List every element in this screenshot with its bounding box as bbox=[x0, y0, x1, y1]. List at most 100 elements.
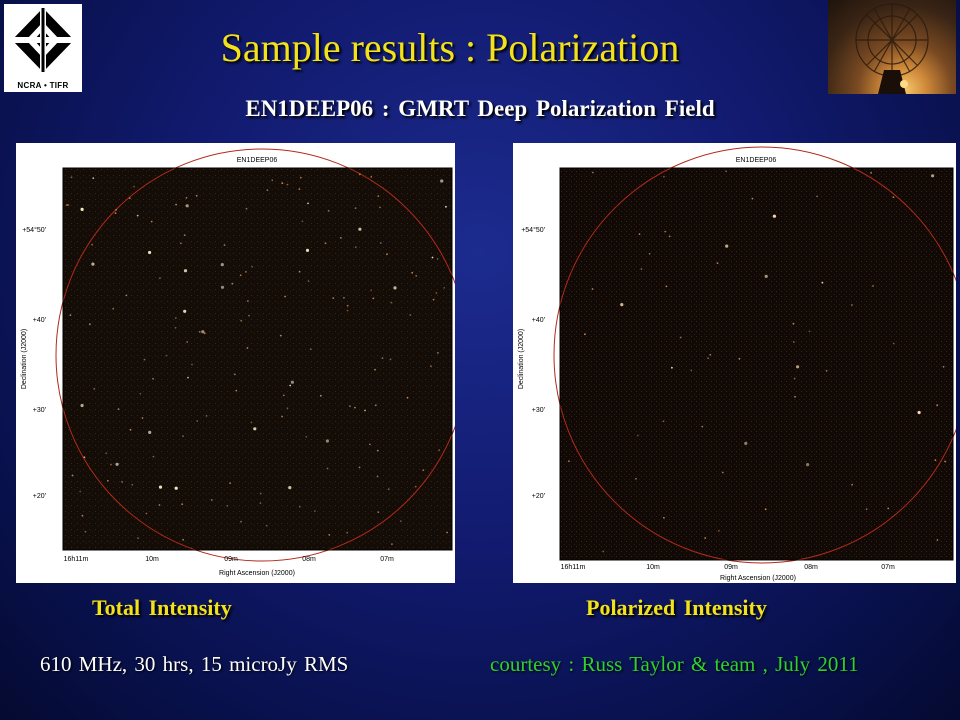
radio-source bbox=[229, 482, 232, 484]
polarized-intensity-image: EN1DEEP06 +54°50' +40' +30' +20' 16h11m … bbox=[518, 146, 956, 582]
map-title: EN1DEEP06 bbox=[736, 157, 777, 164]
radio-source bbox=[121, 481, 123, 483]
radio-source bbox=[806, 463, 810, 467]
map-title: EN1DEEP06 bbox=[237, 157, 278, 164]
field-circle bbox=[553, 146, 956, 564]
map-background bbox=[560, 168, 953, 560]
slide-title: Sample results : Polarization bbox=[220, 25, 680, 70]
radio-source bbox=[198, 330, 201, 333]
radio-source bbox=[105, 452, 108, 455]
radio-source bbox=[158, 485, 163, 489]
radio-source bbox=[764, 274, 768, 278]
radio-source bbox=[409, 314, 412, 316]
radio-source bbox=[114, 212, 117, 214]
radio-source bbox=[620, 303, 624, 307]
radio-source bbox=[648, 252, 651, 255]
radio-source bbox=[174, 486, 178, 490]
radio-source bbox=[71, 474, 74, 477]
radio-source bbox=[354, 246, 357, 248]
radio-source bbox=[326, 467, 329, 470]
radio-source bbox=[245, 271, 247, 273]
radio-source bbox=[201, 330, 205, 334]
radio-source bbox=[374, 368, 376, 371]
x-tick: 16h11m bbox=[561, 564, 586, 571]
polarized-intensity-caption: Polarized Intensity bbox=[586, 595, 767, 620]
y-tick: +20' bbox=[33, 493, 46, 500]
x-tick: 08m bbox=[804, 564, 818, 571]
radio-source bbox=[431, 256, 434, 259]
radio-source bbox=[663, 516, 665, 519]
radio-source bbox=[370, 289, 372, 292]
radio-source bbox=[129, 428, 132, 431]
x-axis-label: Right Ascension (J2000) bbox=[219, 570, 295, 577]
radio-source bbox=[411, 271, 414, 274]
credit-line: courtesy : Russ Taylor & team , July 201… bbox=[490, 652, 859, 676]
radio-source bbox=[279, 334, 282, 337]
radio-source bbox=[671, 366, 673, 369]
radio-source bbox=[332, 297, 335, 299]
radio-source bbox=[327, 209, 330, 212]
radio-source bbox=[183, 309, 187, 313]
radio-source bbox=[422, 469, 425, 471]
radio-source bbox=[942, 365, 945, 368]
radio-sources bbox=[66, 173, 448, 545]
ncra-emblem-icon bbox=[4, 4, 82, 80]
radio-source bbox=[390, 301, 393, 304]
y-tick: +30' bbox=[532, 407, 545, 414]
radio-source bbox=[195, 194, 198, 197]
radio-source bbox=[150, 220, 153, 223]
y-tick: +40' bbox=[532, 317, 545, 324]
radio-source bbox=[143, 358, 146, 361]
radio-source bbox=[239, 274, 242, 277]
radio-source bbox=[282, 394, 285, 397]
radio-source bbox=[289, 384, 292, 387]
radio-source bbox=[185, 204, 189, 208]
radio-source bbox=[591, 171, 594, 174]
radio-source bbox=[245, 207, 248, 210]
logo-caption: NCRA • TIFR bbox=[17, 81, 69, 90]
x-axis-label: Right Ascension (J2000) bbox=[720, 575, 796, 582]
radio-source bbox=[436, 258, 439, 260]
radio-source bbox=[110, 463, 112, 466]
radio-source bbox=[704, 537, 707, 539]
radio-source bbox=[251, 265, 254, 268]
radio-source bbox=[346, 531, 349, 534]
radio-source bbox=[443, 287, 446, 289]
y-tick: +20' bbox=[532, 493, 545, 500]
gmrt-antenna-photo bbox=[828, 0, 956, 94]
radio-source bbox=[290, 380, 294, 384]
radio-source bbox=[231, 282, 234, 285]
radio-source bbox=[141, 417, 144, 419]
ncra-tifr-logo: NCRA • TIFR bbox=[4, 4, 82, 92]
radio-source bbox=[92, 177, 95, 180]
radio-source bbox=[602, 550, 605, 553]
radio-source bbox=[821, 281, 824, 284]
radio-source bbox=[638, 233, 641, 235]
radio-source bbox=[210, 499, 213, 501]
radio-source bbox=[358, 466, 361, 469]
radio-source bbox=[298, 505, 301, 508]
radio-source bbox=[158, 504, 161, 506]
x-tick: 09m bbox=[224, 556, 238, 563]
y-tick: +54°50' bbox=[521, 226, 545, 234]
radio-source bbox=[131, 483, 134, 486]
radio-source bbox=[81, 514, 84, 517]
radio-source bbox=[240, 520, 242, 523]
radio-source bbox=[414, 485, 417, 488]
radio-source bbox=[870, 172, 872, 174]
radio-source bbox=[792, 341, 795, 343]
radio-source bbox=[887, 507, 890, 510]
radio-source bbox=[83, 456, 86, 459]
radio-source bbox=[250, 421, 253, 424]
radio-source bbox=[379, 206, 381, 209]
radio-source bbox=[584, 333, 586, 336]
radio-source bbox=[67, 204, 70, 206]
radio-source bbox=[152, 377, 154, 380]
radio-source bbox=[139, 392, 142, 395]
radio-source bbox=[707, 357, 709, 360]
radio-source bbox=[432, 298, 435, 301]
radio-source bbox=[679, 336, 682, 339]
radio-source bbox=[370, 176, 373, 178]
radio-source bbox=[253, 427, 257, 431]
radio-source bbox=[159, 277, 161, 279]
